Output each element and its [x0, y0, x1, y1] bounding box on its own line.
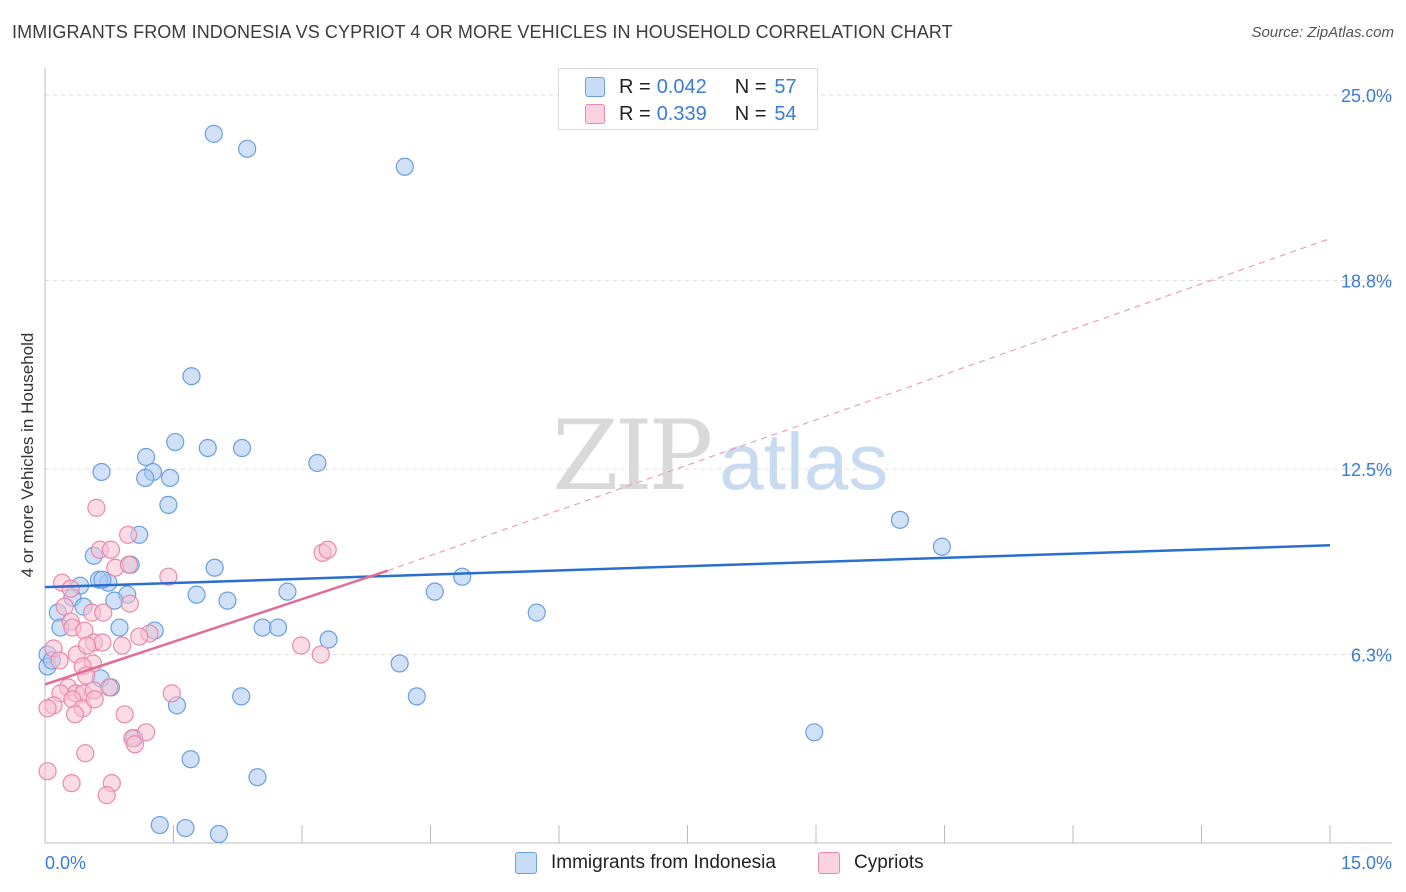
data-point-cypriots: [115, 705, 134, 724]
data-point-indonesia: [308, 453, 327, 473]
trend-line-indonesia: [44, 544, 1331, 589]
data-point-indonesia: [204, 124, 223, 143]
data-point-indonesia: [253, 618, 272, 637]
data-point-cypriots: [85, 690, 104, 709]
trend-line-cypriots: [387, 238, 1331, 572]
data-point-cypriots: [159, 567, 178, 586]
y-tick-label: 18.8%: [1341, 271, 1392, 291]
legend-item-indonesia[interactable]: Immigrants from Indonesia: [515, 852, 776, 874]
data-point-indonesia: [198, 438, 217, 458]
legend-n-label: N =: [734, 102, 767, 125]
x-tick-label: 15.0%: [1341, 853, 1392, 873]
data-point-indonesia: [278, 582, 297, 601]
data-point-cypriots: [130, 627, 149, 646]
legend-n-label: N =: [734, 75, 767, 98]
data-point-indonesia: [453, 567, 472, 586]
data-point-cypriots: [38, 699, 57, 718]
correlation-legend: R = 0.042 N = 57 R = 0.339 N = 54: [558, 68, 818, 130]
data-point-cypriots: [101, 540, 121, 559]
data-point-cypriots: [94, 603, 113, 622]
series-legend: Immigrants from Indonesia Cypriots: [0, 852, 1406, 876]
data-point-indonesia: [92, 462, 111, 482]
data-point-indonesia: [238, 139, 257, 158]
data-point-indonesia: [205, 558, 224, 577]
legend-r-value: 0.042: [656, 75, 707, 98]
data-point-indonesia: [110, 618, 129, 637]
data-point-indonesia: [187, 585, 206, 604]
data-point-indonesia: [232, 438, 252, 458]
legend-swatch-cypriots: [585, 104, 605, 124]
data-point-cypriots: [112, 636, 132, 655]
legend-label-indonesia: Immigrants from Indonesia: [551, 852, 776, 873]
data-point-cypriots: [76, 744, 95, 763]
y-tick-label: 12.5%: [1341, 460, 1392, 480]
legend-row-indonesia: R = 0.042 N = 57: [585, 75, 797, 99]
data-point-indonesia: [160, 468, 180, 488]
source-label: Source: ZipAtlas.com: [1251, 24, 1394, 41]
data-point-cypriots: [93, 633, 112, 652]
data-point-indonesia: [166, 432, 185, 452]
data-point-cypriots: [87, 498, 106, 517]
data-point-cypriots: [125, 735, 145, 754]
legend-swatch-indonesia: [585, 77, 605, 97]
data-point-indonesia: [390, 654, 409, 673]
data-point-indonesia: [150, 815, 169, 835]
y-tick-label: 6.3%: [1351, 645, 1392, 665]
trend-line-cypriots: [44, 569, 389, 686]
data-point-cypriots: [136, 723, 156, 742]
data-point-cypriots: [292, 636, 311, 655]
legend-swatch-indonesia: [515, 852, 537, 874]
data-point-cypriots: [311, 645, 330, 664]
data-point-indonesia: [218, 591, 237, 610]
legend-r-label: R =: [619, 75, 651, 98]
data-point-indonesia: [248, 768, 267, 787]
legend-n-value: 57: [774, 75, 797, 98]
data-point-indonesia: [319, 630, 338, 649]
data-point-cypriots: [65, 705, 85, 724]
data-point-cypriots: [38, 762, 57, 781]
data-point-cypriots: [119, 555, 139, 574]
legend-row-cypriots: R = 0.339 N = 54: [585, 102, 797, 126]
x-tick-label: 0.0%: [45, 853, 86, 873]
watermark: ZIP atlas: [552, 400, 888, 512]
data-point-indonesia: [159, 495, 178, 514]
data-point-indonesia: [527, 603, 546, 622]
y-tick-label: 25.0%: [1341, 86, 1392, 106]
data-point-indonesia: [395, 157, 414, 176]
chart-title: IMMIGRANTS FROM INDONESIA VS CYPRIOT 4 O…: [12, 22, 953, 42]
data-point-cypriots: [61, 579, 80, 598]
data-point-cypriots: [100, 678, 119, 697]
data-point-indonesia: [805, 723, 824, 742]
data-point-cypriots: [62, 774, 81, 793]
data-point-indonesia: [209, 824, 229, 844]
data-point-cypriots: [318, 540, 337, 559]
legend-swatch-cypriots: [818, 852, 840, 874]
data-point-cypriots: [162, 684, 181, 703]
data-point-indonesia: [268, 618, 288, 637]
data-point-indonesia: [890, 510, 910, 529]
data-point-indonesia: [932, 537, 952, 556]
watermark-atlas: atlas: [719, 417, 889, 506]
legend-r-label: R =: [619, 102, 651, 125]
data-point-indonesia: [176, 818, 195, 838]
data-point-indonesia: [182, 367, 201, 386]
data-point-cypriots: [50, 651, 69, 670]
data-point-cypriots: [77, 636, 97, 655]
data-point-cypriots: [120, 594, 139, 613]
data-point-indonesia: [136, 447, 156, 467]
data-point-indonesia: [407, 687, 426, 706]
data-point-indonesia: [136, 468, 155, 488]
legend-n-value: 54: [774, 102, 797, 125]
data-point-indonesia: [425, 582, 444, 601]
legend-item-cypriots[interactable]: Cypriots: [818, 852, 924, 874]
watermark-zip: ZIP: [552, 400, 713, 512]
data-point-cypriots: [97, 786, 116, 805]
data-point-indonesia: [181, 750, 200, 769]
data-point-cypriots: [118, 525, 138, 544]
data-point-indonesia: [232, 687, 251, 706]
legend-r-value: 0.339: [656, 102, 707, 125]
legend-label-cypriots: Cypriots: [854, 852, 924, 873]
